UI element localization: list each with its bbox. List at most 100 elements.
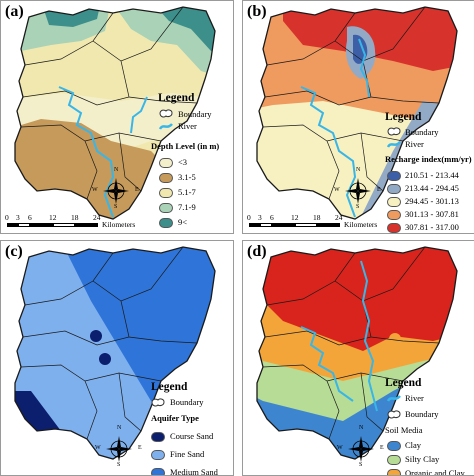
scale-tick: 24 — [335, 213, 343, 222]
swatch-5-7 — [159, 188, 173, 198]
course-sand-spot — [90, 330, 102, 342]
zone-307-317 — [283, 7, 457, 71]
compass-w: W — [95, 445, 101, 451]
aquifer-type-map — [14, 246, 216, 460]
compass-s: S — [356, 204, 360, 210]
class-label: 301.13 - 307.81 — [405, 209, 459, 219]
boundary-icon — [151, 398, 165, 407]
legend-subtitle-d: Soil Media — [385, 425, 423, 435]
compass-n: N — [359, 425, 364, 431]
boundary-icon — [387, 127, 401, 136]
organic-clay-spot — [389, 333, 401, 345]
legend-boundary-label-d: Boundary — [405, 409, 439, 419]
swatch-307-317 — [387, 223, 401, 233]
scale-tick: 6 — [28, 213, 32, 222]
compass-icon — [106, 436, 132, 462]
scale-bar — [249, 223, 341, 227]
panel-b-recharge-map: (b) Legend Boundary River Recharge index… — [242, 0, 474, 234]
panel-label-b: (b) — [247, 3, 267, 20]
swatch-course-sand — [151, 432, 165, 442]
scale-tick: 6 — [270, 213, 274, 222]
scale-tick: 18 — [71, 213, 79, 222]
legend-river-label-a: River — [178, 121, 197, 131]
compass-icon — [103, 178, 129, 204]
compass-w: W — [334, 187, 340, 193]
zone-clay-red — [263, 247, 457, 351]
compass-e: E — [377, 187, 381, 193]
compass-n: N — [356, 167, 361, 173]
district-boundary — [256, 6, 458, 220]
panel-label-d: (d) — [247, 243, 267, 260]
scale-tick: 0 — [5, 213, 9, 222]
course-sand-spot — [99, 353, 111, 365]
block-boundaries — [262, 6, 440, 200]
compass-e: E — [135, 187, 139, 193]
class-label: Organic and Clay — [405, 468, 465, 476]
scale-bar — [7, 223, 99, 227]
legend-title-b: Legend — [385, 111, 422, 123]
legend-river-label-b: River — [405, 139, 424, 149]
class-label: Fine Sand — [170, 449, 205, 459]
legend-river-label-d: River — [405, 393, 424, 403]
panel-d-soil-map: (d) Legend River Boundary Soil Media Cla… — [242, 240, 474, 476]
river-icon — [387, 141, 401, 148]
legend-boundary-label-a: Boundary — [178, 109, 212, 119]
legend-subtitle-b: Recharge index(mm/yr) — [385, 154, 472, 164]
legend-subtitle-c: Aquifer Type — [151, 413, 199, 423]
block-boundaries — [262, 246, 440, 440]
compass-s: S — [114, 204, 118, 210]
compass-n: N — [117, 425, 122, 431]
river-icon — [387, 395, 401, 402]
swatch-clay — [387, 441, 401, 451]
panel-c-aquifer-map: (c) Legend Boundary Aquifer Type Course … — [0, 240, 234, 476]
compass-s: S — [359, 462, 363, 468]
legend-title-c: Legend — [151, 381, 188, 393]
swatch-7-9 — [159, 203, 173, 213]
swatch-213-294 — [387, 184, 401, 194]
river — [58, 86, 148, 218]
legend-title-d: Legend — [385, 377, 422, 389]
scale-unit: Kilometers — [102, 220, 136, 229]
swatch-medium-sand — [151, 468, 165, 475]
panel-a-depth-map: (a) Legend Boundary River Depth Level (i… — [0, 0, 234, 234]
depth-level-map — [14, 6, 216, 220]
class-label: Course Sand — [170, 431, 214, 441]
scale-tick: 3 — [16, 213, 20, 222]
class-label: 213.44 - 294.45 — [405, 183, 459, 193]
scale-tick: 12 — [49, 213, 57, 222]
panel-label-a: (a) — [5, 3, 24, 20]
soil-media-map — [256, 246, 458, 460]
class-label: 9< — [178, 217, 188, 227]
scale-unit: Kilometers — [344, 220, 378, 229]
swatch-organic-clay — [387, 469, 401, 475]
boundary-icon — [159, 109, 173, 118]
district-boundary — [14, 246, 216, 460]
class-label: 210.51 - 213.44 — [405, 170, 459, 180]
district-boundary — [14, 6, 216, 220]
swatch-silty-clay — [387, 455, 401, 465]
class-label: Clay — [405, 440, 422, 450]
scale-tick: 18 — [313, 213, 321, 222]
swatch-294-301 — [387, 197, 401, 207]
legend-boundary-label-c: Boundary — [170, 397, 204, 407]
panel-label-c: (c) — [5, 243, 23, 260]
class-label: <3 — [178, 157, 188, 167]
compass-s: S — [117, 462, 121, 468]
compass-w: W — [92, 187, 98, 193]
scale-tick: 3 — [258, 213, 262, 222]
class-label: 294.45 - 301.13 — [405, 196, 459, 206]
block-boundaries — [20, 246, 198, 440]
swatch-210-213 — [387, 171, 401, 181]
class-label: 307.81 - 317.00 — [405, 222, 459, 232]
swatch-3-5 — [159, 173, 173, 183]
scale-tick: 0 — [247, 213, 251, 222]
legend-title-a: Legend — [158, 92, 195, 104]
legend-subtitle-a: Depth Level (in m) — [151, 141, 220, 151]
compass-w: W — [337, 445, 343, 451]
block-boundaries — [20, 6, 198, 200]
scale-tick: 12 — [291, 213, 299, 222]
compass-e: E — [380, 445, 384, 451]
river-icon — [159, 123, 173, 130]
boundary-icon — [387, 410, 401, 419]
class-label: 3.1-5 — [178, 172, 196, 182]
